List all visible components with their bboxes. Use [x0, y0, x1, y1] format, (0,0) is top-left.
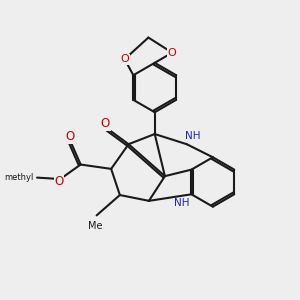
Text: O: O	[54, 175, 64, 188]
Text: O: O	[120, 54, 129, 64]
Text: Me: Me	[88, 220, 102, 231]
Text: NH: NH	[173, 198, 189, 208]
Text: O: O	[66, 130, 75, 143]
Text: methyl: methyl	[4, 173, 34, 182]
Text: O: O	[168, 48, 176, 58]
Text: O: O	[101, 117, 110, 130]
Text: NH: NH	[185, 131, 201, 141]
